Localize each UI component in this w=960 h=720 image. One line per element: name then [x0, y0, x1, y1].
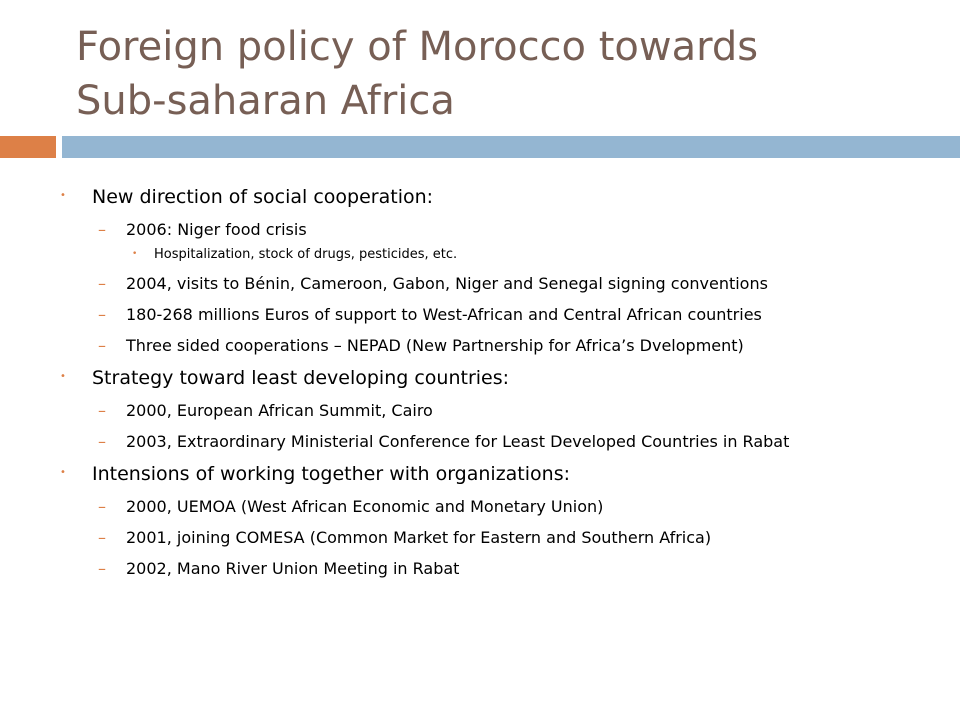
bullet-text: New direction of social cooperation: [92, 186, 434, 208]
bullet-text: Hospitalization, stock of drugs, pestici… [154, 247, 458, 262]
bullet-item: • New direction of social cooperation: [60, 186, 880, 208]
bullet-marker: – [98, 305, 106, 324]
bullet-text: Intensions of working together with orga… [92, 463, 571, 485]
bullet-item: – 2000, UEMOA (West African Economic and … [60, 497, 880, 516]
title-line: Sub-saharan Africa [76, 78, 455, 124]
bullet-item: – 2004, visits to Bénin, Cameroon, Gabon,… [60, 274, 880, 293]
bullet-text: Three sided cooperations – NEPAD (New Pa… [126, 336, 744, 355]
bullet-text: 2004, visits to Bénin, Cameroon, Gabon, … [126, 274, 768, 293]
bullet-marker: – [98, 432, 106, 451]
bullet-marker: – [98, 559, 106, 578]
bullet-text: Strategy toward least developing countri… [92, 367, 510, 389]
bullet-marker: – [98, 528, 106, 547]
accent-bar [62, 136, 960, 158]
bullet-marker: • [60, 371, 66, 382]
bullet-marker: • [60, 467, 66, 478]
title: Foreign policy of Morocco towards Sub-sah… [76, 20, 758, 128]
bullet-text: 2000, European African Summit, Cairo [126, 401, 433, 420]
bullet-item: – 2006: Niger food crisis [60, 220, 880, 239]
bullet-item: – 2002, Mano River Union Meeting in Rabat [60, 559, 880, 578]
title-line: Foreign policy of Morocco towards [76, 24, 759, 70]
bullet-marker: • [132, 249, 138, 259]
bullet-item: • Intensions of working together with org… [60, 463, 880, 485]
bullet-text: 2000, UEMOA (West African Economic and M… [126, 497, 604, 516]
bullet-item: – 2000, European African Summit, Cairo [60, 401, 880, 420]
bullet-marker: – [98, 497, 106, 516]
bullet-text: 2002, Mano River Union Meeting in Rabat [126, 559, 460, 578]
bullet-item: – 2001, joining COMESA (Common Market for… [60, 528, 880, 547]
bullet-marker: – [98, 401, 106, 420]
bullet-list: • New direction of social cooperation: – 20… [60, 180, 880, 590]
bullet-item: – 2003, Extraordinary Ministerial Confere… [60, 432, 880, 451]
bullet-item: • Strategy toward least developing countr… [60, 367, 880, 389]
bullet-marker: – [98, 220, 106, 239]
bullet-item: – 180-268 millions Euros of support to We… [60, 305, 880, 324]
bullet-item: – Three sided cooperations – NEPAD (New P… [60, 336, 880, 355]
bullet-text: 2003, Extraordinary Ministerial Conferen… [126, 432, 790, 451]
bullet-marker: – [98, 336, 106, 355]
bullet-marker: – [98, 274, 106, 293]
bullet-marker: • [60, 190, 66, 201]
bullet-text: 2006: Niger food crisis [126, 220, 307, 239]
bullet-text: 2001, joining COMESA (Common Market for … [126, 528, 712, 547]
bullet-text: 180-268 millions Euros of support to Wes… [126, 305, 762, 324]
accent-bar [0, 136, 56, 158]
bullet-item: • Hospitalization, stock of drugs, pestic… [60, 247, 880, 262]
